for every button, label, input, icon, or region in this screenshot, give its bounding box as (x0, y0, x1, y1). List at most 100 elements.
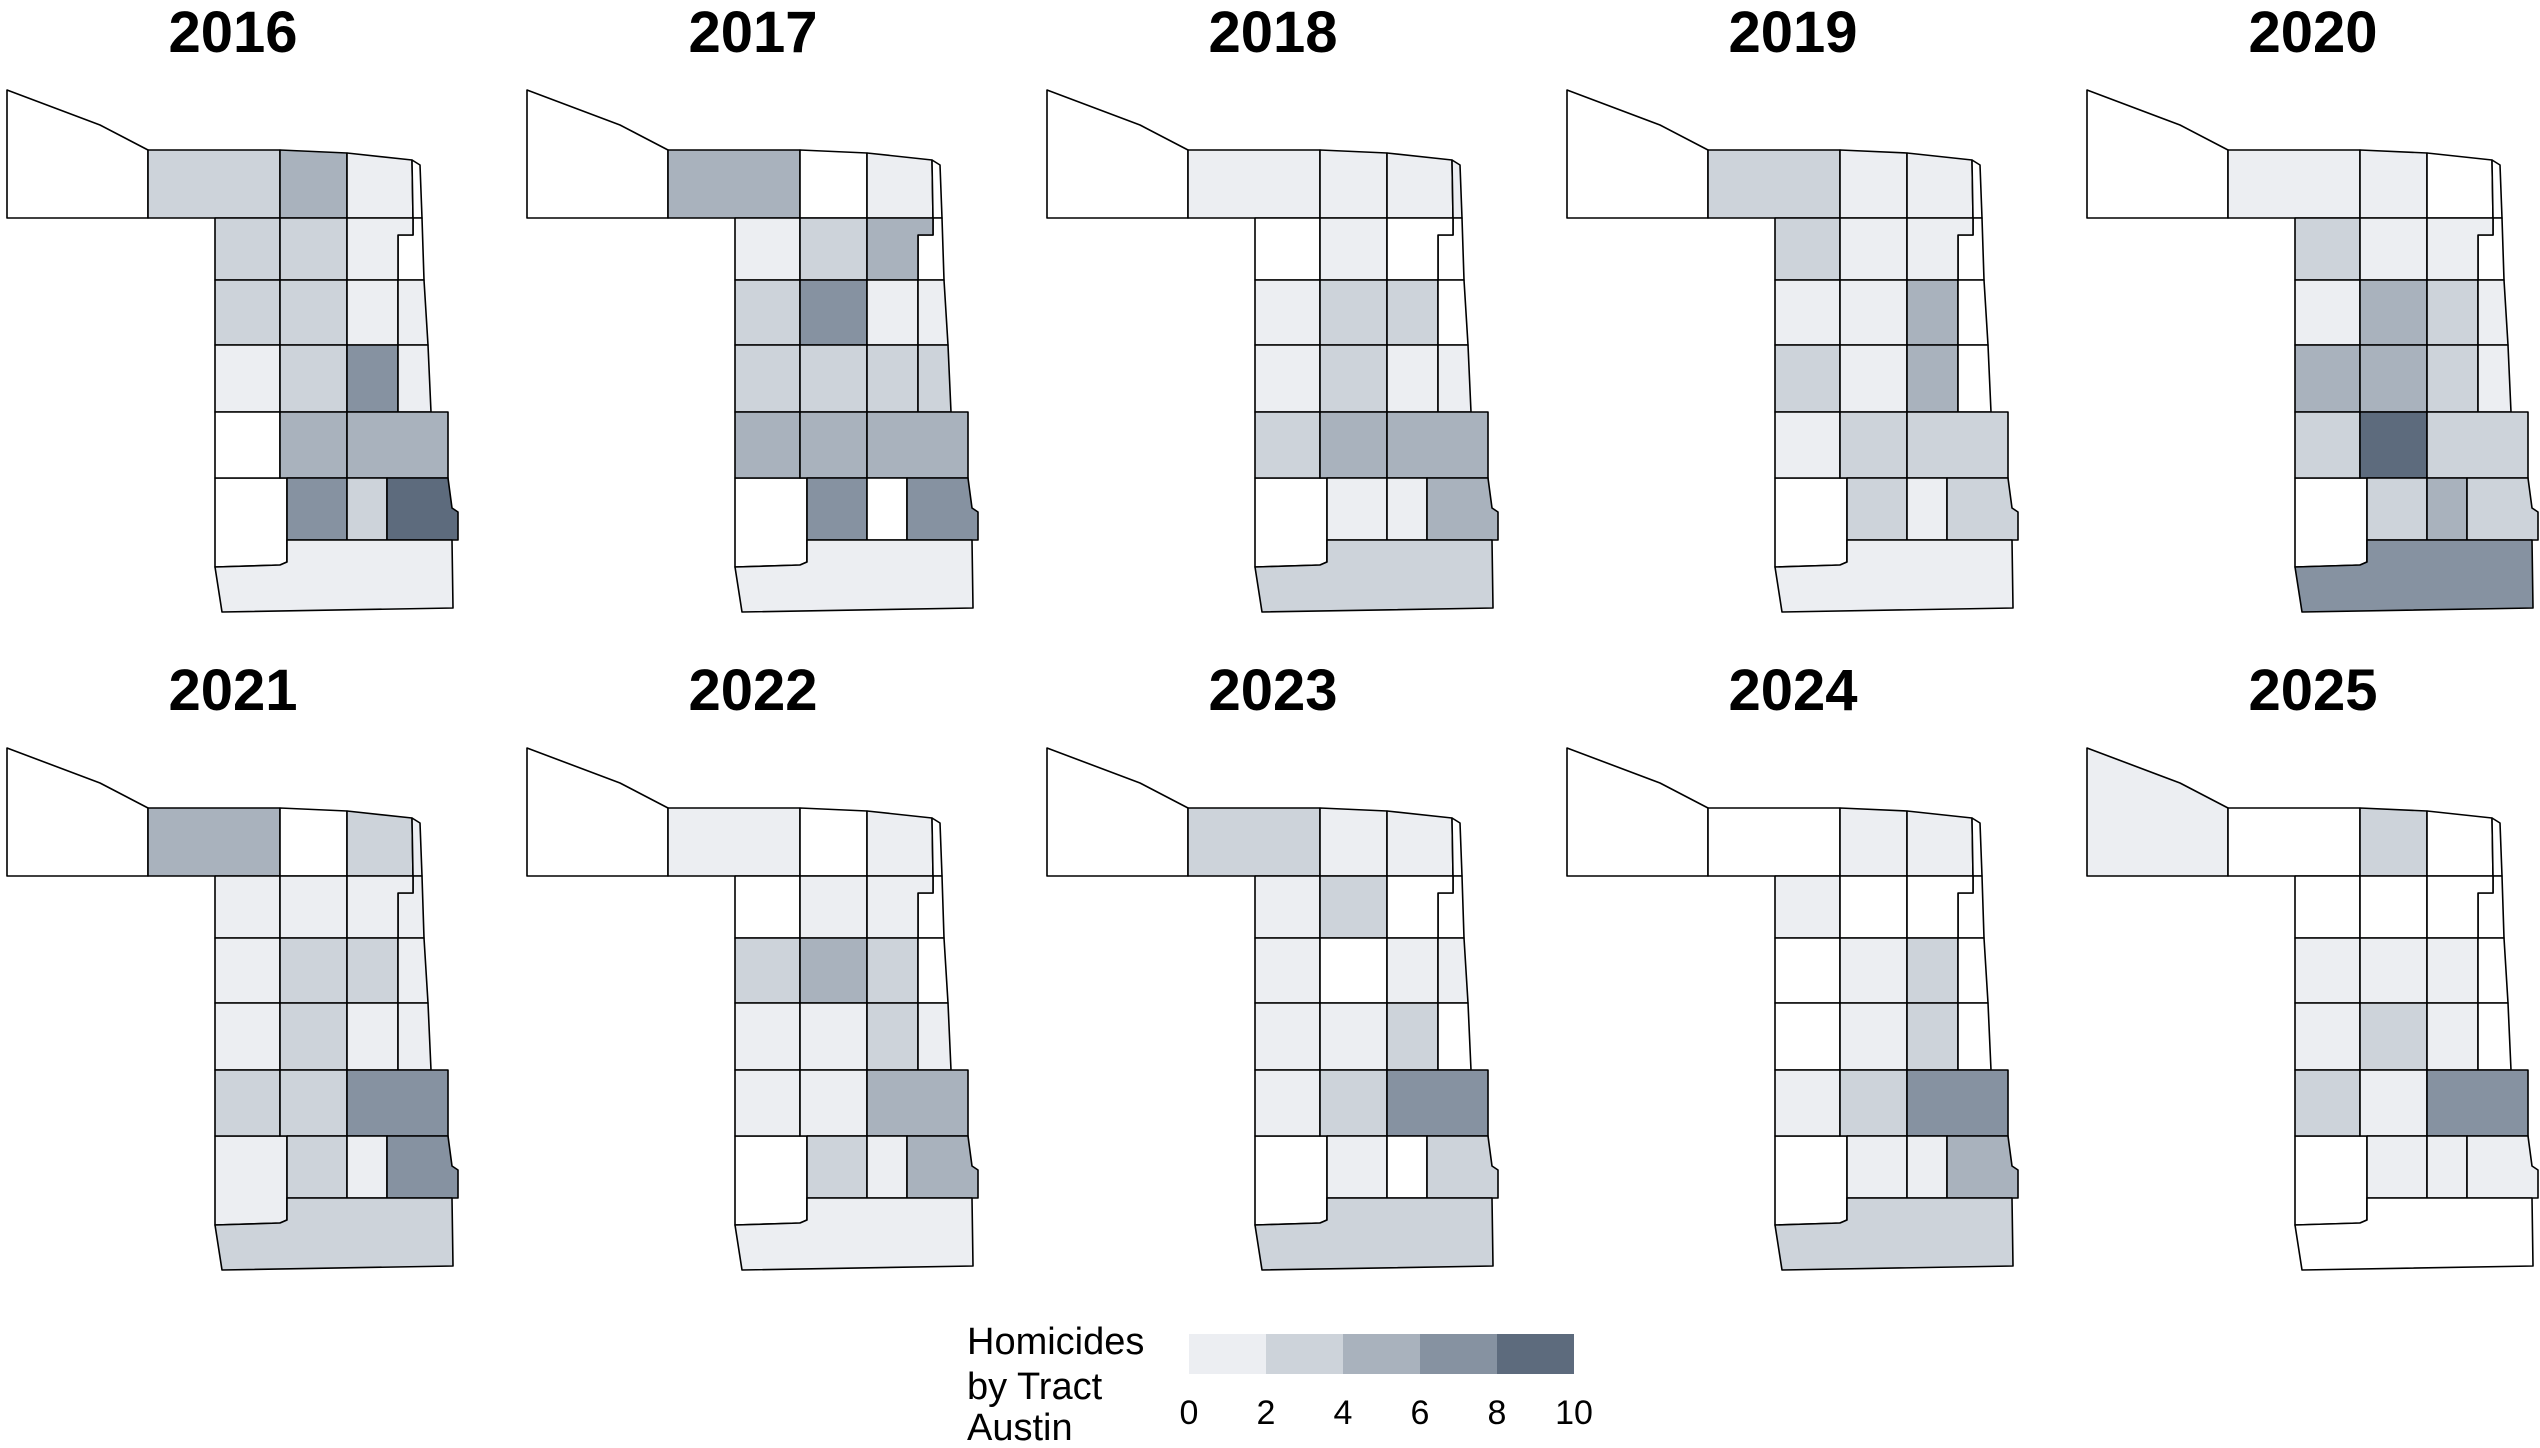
tract-n4 (1971, 817, 1983, 877)
tract-d2 (2359, 1069, 2428, 1137)
legend-tick-label: 6 (1411, 1394, 1430, 1432)
map-panel-2022: 2022 (526, 658, 979, 1271)
tract-c4 (1957, 1002, 1992, 1071)
tract-n1 (1707, 149, 1841, 219)
tract-e4 (386, 1135, 459, 1199)
tract-n4 (931, 159, 943, 219)
tract-d2 (2359, 411, 2428, 479)
tract-b2 (2359, 937, 2428, 1004)
tract-a2 (799, 875, 868, 939)
tract-b3 (1906, 937, 1959, 1004)
tract-b4 (1437, 279, 1469, 346)
tract-b1 (2294, 937, 2361, 1004)
legend-color-bar (1189, 1334, 1574, 1374)
tract-n2 (799, 807, 868, 877)
legend: Homicides by Tract Austin 0 2 4 6 8 10 (967, 1321, 1593, 1448)
tract-nw (6, 89, 149, 219)
tract-c2 (1839, 1002, 1908, 1071)
tract-a4 (1254, 477, 1328, 568)
panel-year-title: 2017 (688, 0, 817, 65)
tract-d3 (1386, 411, 1489, 479)
tract-n2 (1319, 807, 1388, 877)
legend-tick-label: 4 (1334, 1394, 1353, 1432)
tract-a4 (214, 1135, 288, 1226)
tract-nw (1046, 89, 1189, 219)
tract-n1 (2227, 807, 2361, 877)
legend-title-line-1: Homicides (967, 1321, 1144, 1363)
legend-tick-label: 8 (1488, 1394, 1507, 1432)
tract-b3 (866, 937, 919, 1004)
tract-s (734, 1197, 974, 1271)
tract-c4 (397, 344, 432, 413)
tract-d3 (2426, 411, 2529, 479)
tract-n4 (1451, 817, 1463, 877)
map-panel-2019: 2019 (1566, 0, 2019, 613)
tract-d3 (1906, 411, 2009, 479)
panel-year-title: 2023 (1208, 658, 1337, 723)
tract-e4 (906, 1135, 979, 1199)
tract-a4 (2294, 1135, 2368, 1226)
tract-a2 (279, 217, 348, 281)
tract-b3 (1906, 279, 1959, 346)
tract-d2 (1319, 411, 1388, 479)
tract-c1 (214, 344, 281, 413)
tract-n3 (866, 152, 934, 219)
tract-s (2294, 1197, 2534, 1271)
tract-c2 (279, 1002, 348, 1071)
tract-b3 (346, 279, 399, 346)
tract-a4 (1774, 1135, 1848, 1226)
tract-d1 (1774, 411, 1841, 479)
tract-a1 (214, 217, 281, 281)
tract-d1 (1254, 411, 1321, 479)
tract-e3 (1906, 477, 1948, 541)
tract-s (734, 539, 974, 613)
tract-b4 (2477, 279, 2509, 346)
tract-n2 (279, 807, 348, 877)
tract-c4 (917, 344, 952, 413)
tract-d1 (734, 411, 801, 479)
legend-tick-label: 2 (1257, 1394, 1276, 1432)
tract-c3 (1386, 1002, 1439, 1071)
tract-b1 (1774, 279, 1841, 346)
tract-d1 (214, 1069, 281, 1137)
tract-nw (1566, 747, 1709, 877)
legend-swatch (1189, 1334, 1266, 1374)
tract-c4 (2477, 1002, 2512, 1071)
map-panel-2023: 2023 (1046, 658, 1499, 1271)
tract-n1 (147, 807, 281, 877)
tract-n1 (667, 149, 801, 219)
tract-b1 (2294, 279, 2361, 346)
tract-b2 (279, 937, 348, 1004)
tract-d2 (1839, 411, 1908, 479)
legend-title-line-3: Austin (967, 1407, 1073, 1448)
tract-n3 (866, 810, 934, 877)
panel-year-title: 2021 (168, 658, 297, 723)
tract-d2 (1319, 1069, 1388, 1137)
tract-d3 (346, 1069, 449, 1137)
tract-a2 (1319, 875, 1388, 939)
tract-d3 (2426, 1069, 2529, 1137)
panel-year-title: 2025 (2248, 658, 2377, 723)
tract-a1 (734, 217, 801, 281)
tract-b3 (2426, 937, 2479, 1004)
tract-e3 (1906, 1135, 1948, 1199)
map-panel-2021: 2021 (6, 658, 459, 1271)
tract-nw (526, 89, 669, 219)
tract-b2 (1319, 937, 1388, 1004)
tract-a2 (799, 217, 868, 281)
tract-d2 (799, 1069, 868, 1137)
tract-nw (1566, 89, 1709, 219)
tract-b3 (866, 279, 919, 346)
panel-year-title: 2016 (168, 0, 297, 65)
tract-n3 (2426, 810, 2494, 877)
tract-n4 (2491, 817, 2503, 877)
tract-c3 (2426, 344, 2479, 413)
tract-c2 (1319, 1002, 1388, 1071)
tract-b2 (1839, 279, 1908, 346)
tract-c2 (1319, 344, 1388, 413)
tract-e3 (346, 1135, 388, 1199)
tract-c2 (279, 344, 348, 413)
tract-b1 (1774, 937, 1841, 1004)
tract-n3 (1906, 810, 1974, 877)
tract-e4 (1426, 1135, 1499, 1199)
